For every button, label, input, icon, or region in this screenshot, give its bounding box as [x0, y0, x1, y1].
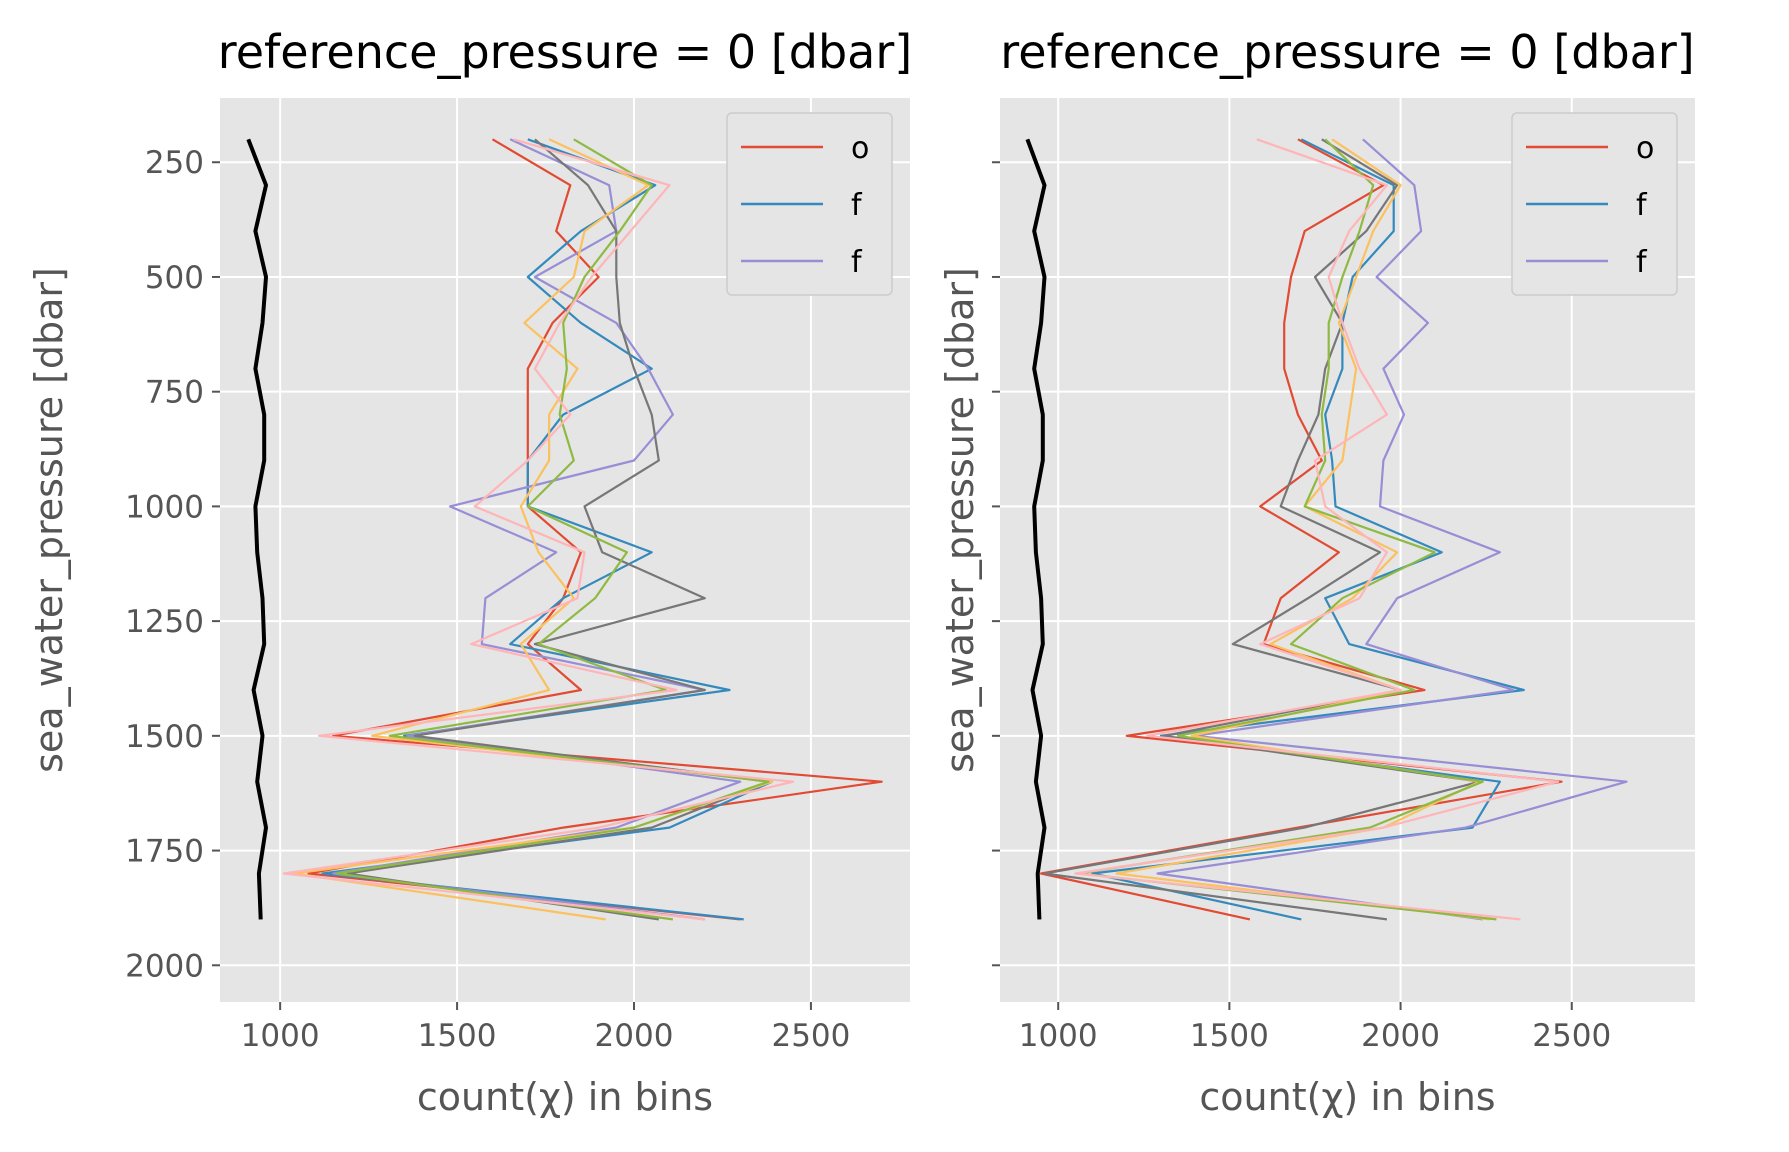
chart-title: reference_pressure = 0 [dbar] — [218, 25, 912, 79]
y-tick-label: 1000 — [125, 489, 204, 525]
series-line-3 — [332, 138, 742, 921]
x-tick-label: 1500 — [418, 1018, 497, 1054]
chart-panel-2: 1000 1500 2000 2500 reference_pressure = 0 [… — [938, 25, 1695, 1119]
y-axis-label: sea_water_pressure [dbar] — [938, 267, 982, 773]
legend-label: f — [851, 188, 863, 223]
chart-title: reference_pressure = 0 [dbar] — [1000, 25, 1694, 79]
y-tick-label: 1500 — [125, 719, 204, 755]
x-axis-label: count(χ) in bins — [1199, 1075, 1495, 1119]
y-axis-label: sea_water_pressure [dbar] — [27, 267, 71, 773]
mean-profile-line — [246, 138, 268, 920]
legend: off — [1511, 112, 1678, 296]
series-line-6 — [1077, 138, 1497, 921]
x-tick-label: 1500 — [1190, 1018, 1269, 1054]
x-tick-label: 2500 — [771, 1018, 850, 1054]
series-line-3 — [1156, 138, 1628, 921]
y-tick-label: 2000 — [125, 948, 204, 984]
x-tick-label: 1000 — [241, 1018, 320, 1054]
y-tick-label: 750 — [145, 375, 204, 411]
series-line-1 — [1039, 138, 1563, 921]
series-line-2 — [321, 138, 774, 921]
legend-label: o — [1636, 131, 1654, 166]
chart-panel-1: 1000 1500 2000 2500 250 500 750 1000 1250 1500 175… — [27, 25, 912, 1119]
x-tick-label: 2500 — [1532, 1018, 1611, 1054]
series-line-6 — [335, 138, 770, 921]
legend-label: f — [1636, 245, 1648, 280]
x-tick-label: 2000 — [1361, 1018, 1440, 1054]
y-tick-label: 1750 — [125, 834, 204, 870]
legend-label: f — [851, 245, 863, 280]
series-line-7 — [1074, 138, 1560, 921]
y-tick-label: 250 — [145, 145, 204, 181]
series-line-4 — [1043, 138, 1481, 921]
legend: off — [726, 112, 893, 296]
legend-label: f — [1636, 188, 1648, 223]
mean-profile-line — [1025, 138, 1047, 920]
x-tick-label: 2000 — [595, 1018, 674, 1054]
y-tick-label: 500 — [145, 260, 204, 296]
legend-label: o — [851, 131, 869, 166]
series-line-7 — [282, 138, 795, 921]
x-tick-label: 1000 — [1019, 1018, 1098, 1054]
y-tick-label: 1250 — [125, 604, 204, 640]
x-axis-label: count(χ) in bins — [417, 1075, 713, 1119]
